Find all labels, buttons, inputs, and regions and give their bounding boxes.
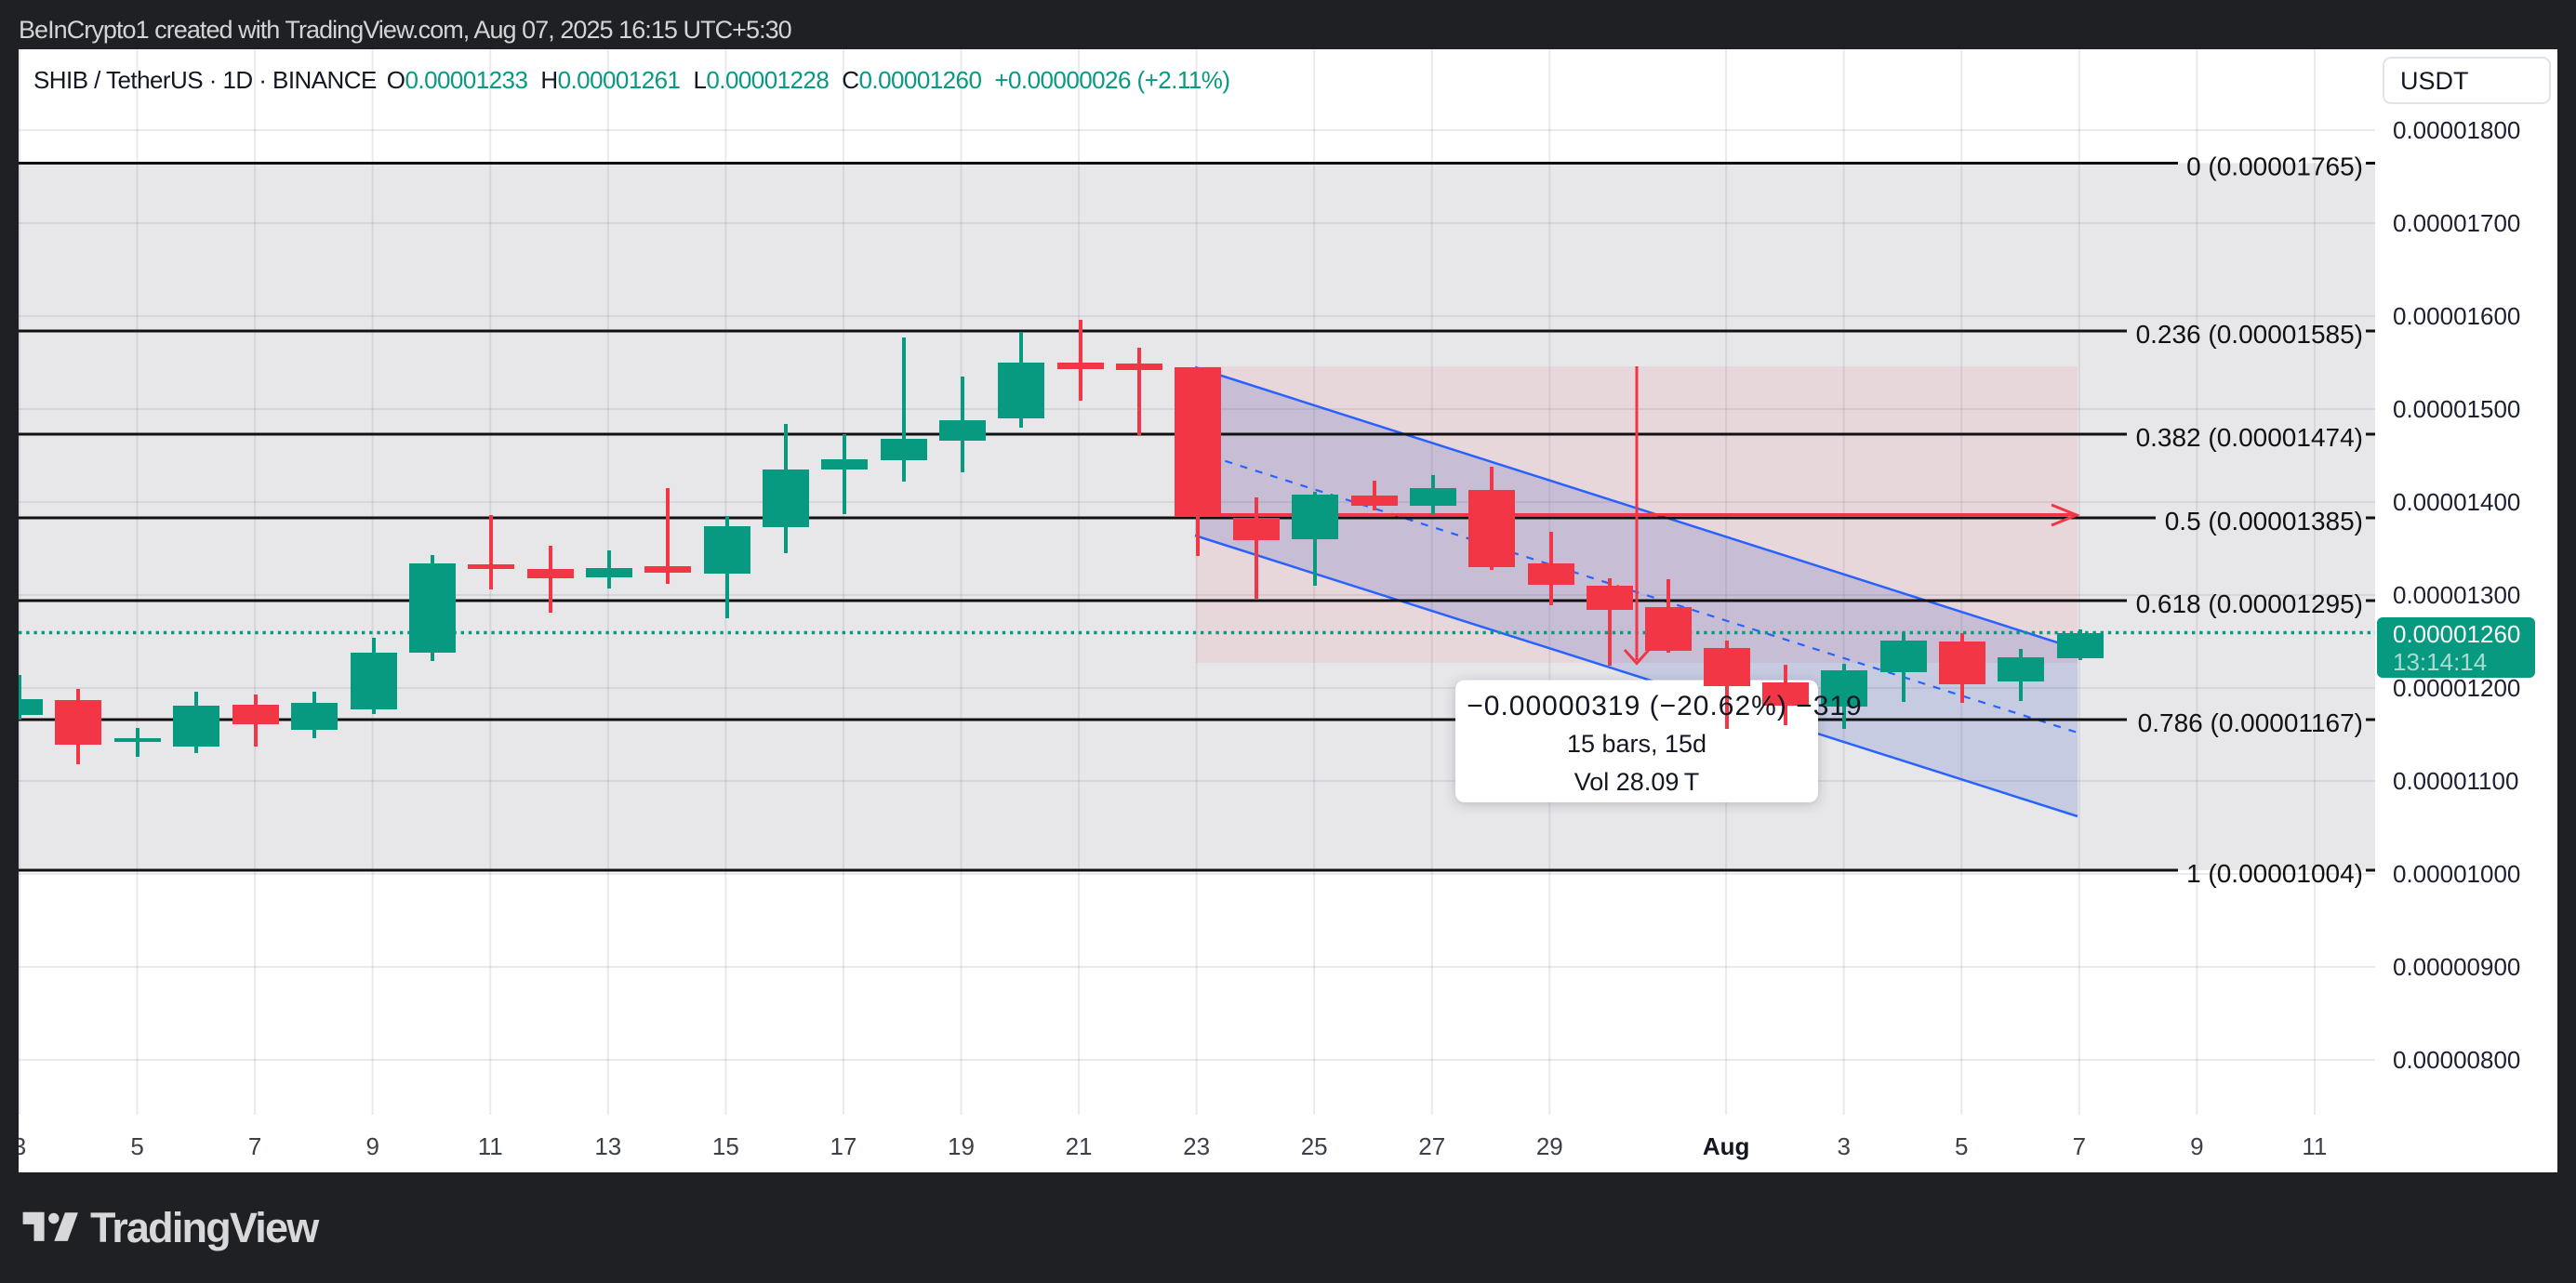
svg-text:0.00001800: 0.00001800 <box>2393 116 2520 144</box>
svg-text:17: 17 <box>830 1132 856 1160</box>
svg-text:13:14:14: 13:14:14 <box>2393 648 2487 676</box>
svg-text:0.786 (0.00001167): 0.786 (0.00001167) <box>2138 708 2363 737</box>
svg-text:5: 5 <box>130 1132 143 1160</box>
svg-text:0 (0.00001765): 0 (0.00001765) <box>2186 152 2363 181</box>
svg-text:23: 23 <box>1183 1132 1210 1160</box>
svg-text:25: 25 <box>1301 1132 1328 1160</box>
svg-text:0.00001260: 0.00001260 <box>2393 620 2520 648</box>
svg-text:0.00001300: 0.00001300 <box>2393 581 2520 609</box>
svg-text:11: 11 <box>478 1132 503 1160</box>
svg-text:27: 27 <box>1418 1132 1445 1160</box>
svg-text:19: 19 <box>948 1132 975 1160</box>
svg-text:7: 7 <box>2073 1132 2086 1160</box>
svg-text:0.382 (0.00001474): 0.382 (0.00001474) <box>2136 423 2363 452</box>
svg-text:7: 7 <box>248 1132 261 1160</box>
svg-text:0.00001400: 0.00001400 <box>2393 488 2520 516</box>
svg-text:21: 21 <box>1066 1132 1093 1160</box>
svg-text:BeInCrypto1 created with Tradi: BeInCrypto1 created with TradingView.com… <box>19 16 791 44</box>
svg-text:11: 11 <box>2302 1132 2327 1160</box>
svg-text:0.00000900: 0.00000900 <box>2393 953 2520 981</box>
svg-text:9: 9 <box>365 1132 378 1160</box>
svg-text:15 bars, 15d: 15 bars, 15d <box>1567 730 1706 758</box>
svg-text:Vol 28.09 T: Vol 28.09 T <box>1574 768 1700 796</box>
svg-text:USDT: USDT <box>2400 67 2469 95</box>
svg-text:0.00000800: 0.00000800 <box>2393 1046 2520 1074</box>
svg-text:TradingView: TradingView <box>90 1204 320 1251</box>
svg-text:0.00001000: 0.00001000 <box>2393 860 2520 888</box>
svg-text:SHIB / TetherUS · 1D · BINANCE: SHIB / TetherUS · 1D · BINANCE O0.0000123… <box>33 66 1229 94</box>
svg-text:3: 3 <box>1837 1132 1850 1160</box>
svg-text:1 (0.00001004): 1 (0.00001004) <box>2186 859 2363 888</box>
svg-text:0.5 (0.00001385): 0.5 (0.00001385) <box>2165 507 2363 536</box>
svg-text:0.00001700: 0.00001700 <box>2393 209 2520 237</box>
svg-text:0.00001500: 0.00001500 <box>2393 395 2520 423</box>
svg-text:0.00001100: 0.00001100 <box>2393 767 2518 795</box>
svg-text:15: 15 <box>712 1132 739 1160</box>
svg-text:29: 29 <box>1536 1132 1563 1160</box>
svg-text:Aug: Aug <box>1703 1132 1750 1160</box>
svg-text:0.236 (0.00001585): 0.236 (0.00001585) <box>2136 320 2363 349</box>
svg-text:−0.00000319 (−20.62%) −319: −0.00000319 (−20.62%) −319 <box>1467 691 1863 721</box>
svg-text:9: 9 <box>2190 1132 2203 1160</box>
svg-text:0.00001600: 0.00001600 <box>2393 302 2520 330</box>
svg-text:0.00001200: 0.00001200 <box>2393 674 2520 702</box>
svg-text:0.618 (0.00001295): 0.618 (0.00001295) <box>2136 589 2363 618</box>
svg-text:5: 5 <box>1955 1132 1968 1160</box>
svg-text:13: 13 <box>594 1132 621 1160</box>
